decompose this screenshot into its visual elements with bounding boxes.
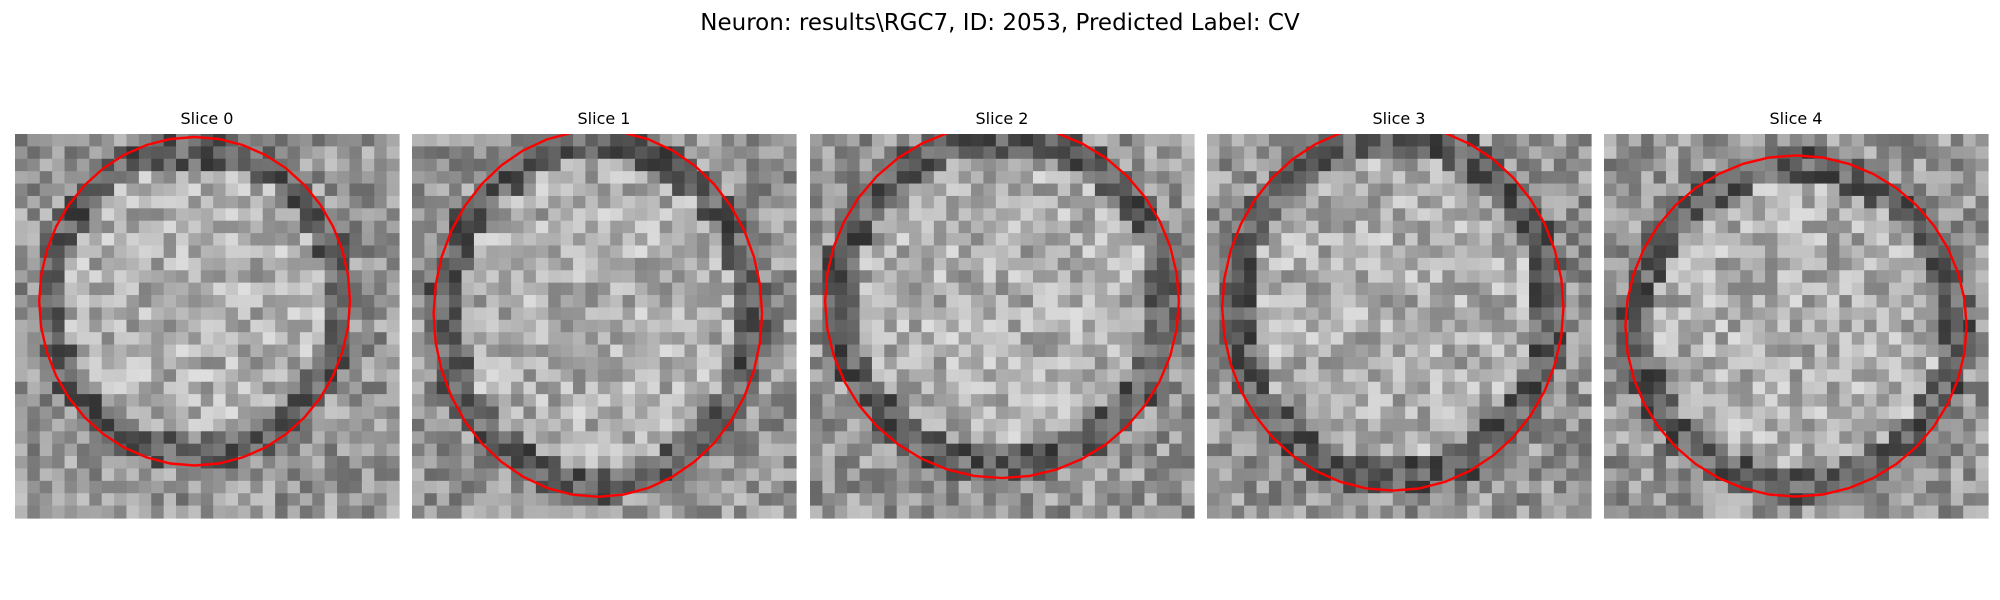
slice-0-title: Slice 0: [180, 109, 234, 128]
slice-2-title: Slice 2: [975, 109, 1029, 128]
slice-2-image: [810, 134, 1195, 519]
slice-1-title: Slice 1: [577, 109, 631, 128]
slice-3-contour: [1220, 134, 1565, 492]
figure-title: Neuron: results\RGC7, ID: 2053, Predicte…: [700, 10, 1300, 36]
slice-1-image: [412, 134, 797, 519]
slice-1-contour: [432, 134, 764, 499]
slice-0-image: [15, 134, 400, 519]
slice-3-image: [1207, 134, 1592, 519]
slice-4-contour: [1624, 154, 1968, 498]
slice-4-title: Slice 4: [1769, 109, 1823, 128]
slice-2-contour: [823, 134, 1181, 480]
slice-0-contour: [37, 135, 352, 467]
slice-3-title: Slice 3: [1372, 109, 1426, 128]
slice-4-image: [1604, 134, 1989, 519]
